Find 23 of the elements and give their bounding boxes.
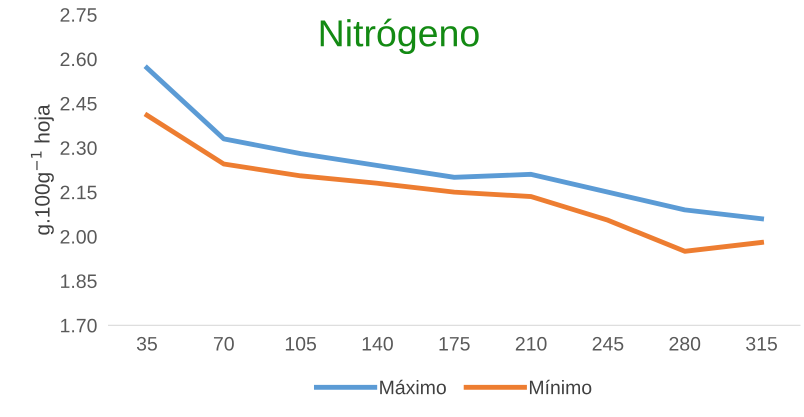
y-tick-label: 2.75: [60, 8, 97, 22]
line-series: [144, 112, 764, 254]
y-tick-label: 1.85: [61, 274, 97, 288]
y-axis-title: g.100g$^{−1}$ hoja: [30, 104, 54, 235]
y-tick-label: 2.60: [60, 52, 97, 66]
y-tick-label: 2.15: [60, 186, 97, 200]
y-tick-label: 1.70: [61, 318, 97, 332]
y-tick-label: 2.30: [60, 141, 97, 155]
x-tick-label: 210: [516, 336, 547, 351]
x-tick-label: 315: [746, 336, 777, 351]
x-tick-label: 280: [670, 336, 700, 351]
line-series: [144, 65, 764, 222]
x-tick-label: 245: [592, 336, 624, 351]
x-tick-label: 35: [136, 336, 157, 351]
x-tick-label: 105: [286, 336, 316, 351]
x-tick-label: 140: [362, 336, 393, 351]
chart-title: Nitrógeno: [320, 18, 479, 54]
legend-label: Mínimo: [530, 380, 592, 394]
x-tick-label: 70: [214, 336, 234, 351]
x-tick-label: 175: [440, 337, 470, 351]
y-tick-label: 2.45: [60, 96, 97, 111]
y-tick-label: 2.00: [60, 230, 97, 244]
legend-label: Máximo: [380, 380, 446, 394]
